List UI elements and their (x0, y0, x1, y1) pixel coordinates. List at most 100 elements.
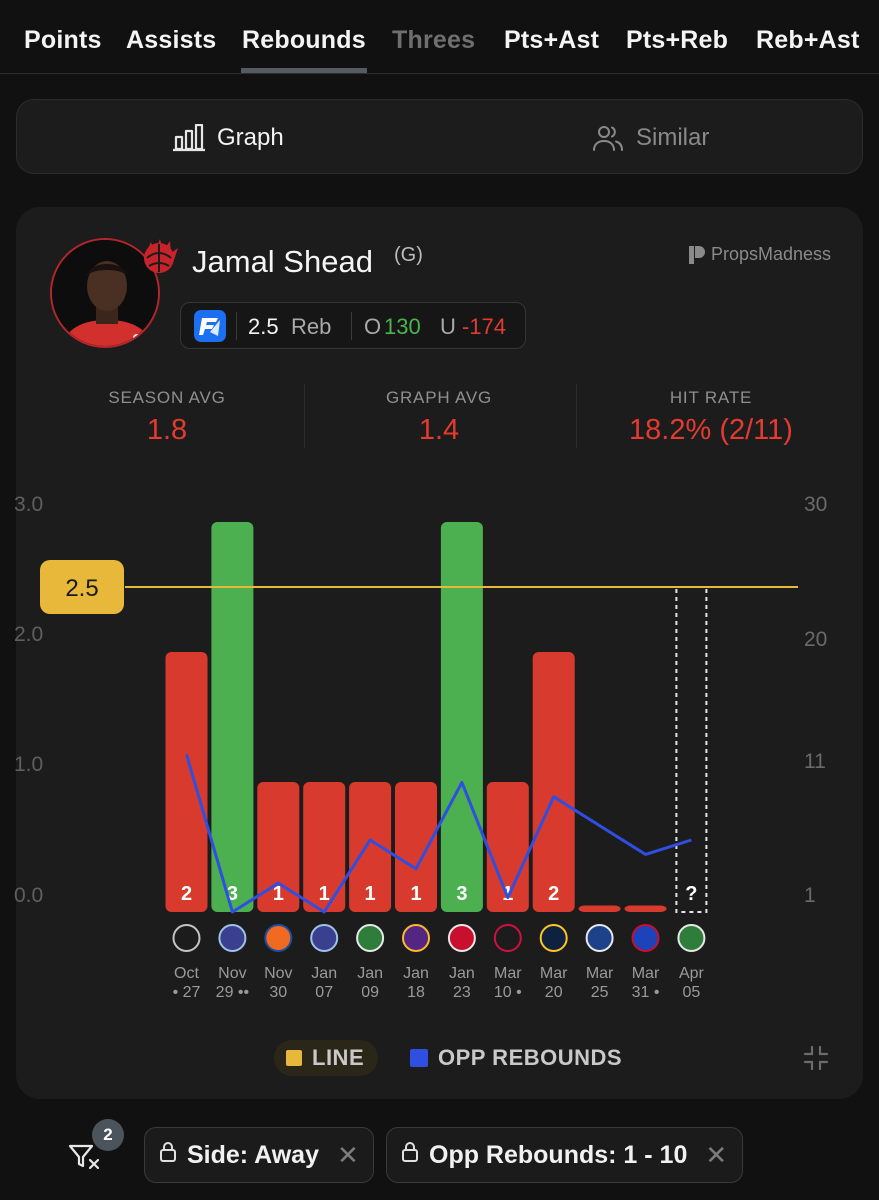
line-swatch (286, 1050, 302, 1066)
tab-assists[interactable]: Assists (126, 26, 217, 54)
game-day: 07 (315, 984, 333, 1001)
game-month: Apr (679, 965, 705, 982)
bar-7 (440, 522, 483, 912)
opp-swatch (410, 1049, 428, 1067)
nuggets-logo (539, 924, 568, 952)
view-toggle: Graph Similar (16, 99, 863, 174)
line-value-badge (40, 560, 124, 614)
similar-toggle-label: Similar (636, 123, 710, 151)
game-day: 29 •• (216, 984, 249, 1001)
filter-chip-label: Side: Away (187, 1140, 319, 1169)
lock-icon (401, 1141, 419, 1170)
game-day: 18 (407, 984, 425, 1001)
y-axis-tick: 0.0 (14, 884, 43, 907)
game-month: Mar (586, 965, 614, 982)
bar-value-label: 3 (456, 883, 467, 905)
game-month: Nov (264, 965, 292, 982)
bar-6 (395, 782, 437, 912)
graph-toggle-button[interactable]: Graph (173, 100, 284, 175)
player-position: (G) (394, 244, 423, 266)
y-axis-tick: 3.0 (14, 493, 43, 516)
blazers-logo (447, 924, 476, 952)
game-day: 30 (269, 984, 287, 1001)
game-month: Mar (540, 965, 568, 982)
propsmadness-icon (689, 245, 705, 264)
celtics-logo (356, 924, 385, 952)
opp-rebounds-line (185, 754, 692, 914)
tab-reb-ast[interactable]: Reb+Ast (756, 26, 860, 54)
pistons-logo (631, 924, 660, 952)
tab-points[interactable]: Points (24, 26, 102, 54)
lakers-logo (402, 924, 430, 952)
player-name: Jamal Shead (192, 244, 373, 279)
tab-pts-reb[interactable]: Pts+Reb (626, 26, 729, 54)
filter-chip-label: Opp Rebounds: 1 - 10 (429, 1140, 688, 1169)
game-month: Jan (403, 965, 429, 982)
bar-9 (532, 652, 575, 912)
graph-avg-label: GRAPH AVG (385, 388, 493, 407)
similar-toggle-button[interactable]: Similar (592, 100, 709, 175)
hit-rate-label: HIT RATE (669, 388, 753, 407)
upcoming-game-bar (675, 586, 708, 913)
game-month: Mar (632, 965, 660, 982)
hit-rate-value: 18.2% (2/11) (629, 414, 793, 446)
opp-axis-tick: 11 (804, 750, 826, 773)
celtics-logo (677, 924, 706, 952)
avatar (50, 238, 160, 348)
line-odds-pill[interactable]: 2.5 Reb O 130 U -174 (180, 302, 526, 349)
line-value-text: 2.5 (65, 575, 98, 602)
tab-threes[interactable]: Threes (392, 26, 476, 54)
clippers-logo (585, 924, 614, 952)
bar-5 (349, 782, 392, 912)
game-day: 23 (453, 984, 471, 1001)
game-day: 05 (683, 984, 701, 1001)
over-odds: 130 (384, 314, 421, 339)
filter-chip-opp-rebounds[interactable]: Opp Rebounds: 1 - 10 ✕ (386, 1127, 743, 1183)
under-odds: -174 (462, 314, 507, 339)
opp-axis-tick: 30 (804, 493, 827, 516)
y-axis-tick: 1.0 (14, 753, 43, 776)
spurs-logo (172, 924, 201, 952)
bar-11 (624, 905, 667, 912)
game-month: Nov (218, 965, 246, 982)
player-card (16, 207, 863, 1099)
under-label: U (440, 314, 456, 339)
tab-pts-ast[interactable]: Pts+Ast (504, 26, 600, 54)
collapse-icon[interactable] (803, 1045, 829, 1071)
line-stat: Reb (291, 314, 332, 339)
knicks-logo (264, 924, 293, 952)
filter-count-badge: 2 (92, 1119, 124, 1151)
bar-value-label: ? (685, 883, 697, 905)
close-icon[interactable]: ✕ (337, 1139, 359, 1170)
bar-value-label: 3 (227, 883, 238, 905)
opp-axis-tick: 20 (804, 628, 827, 651)
stat-tabs: Points Assists Rebounds Threes Pts+Ast P… (0, 0, 879, 74)
game-day: 09 (361, 984, 379, 1001)
tab-rebounds[interactable]: Rebounds (242, 26, 366, 54)
stat-divider (576, 384, 577, 448)
bar-value-label: 1 (410, 883, 421, 905)
game-month: Jan (449, 965, 475, 982)
legend-opp-rebounds[interactable]: OPP REBOUNDS (410, 1040, 622, 1076)
filter-clear-icon[interactable] (66, 1138, 102, 1174)
fanduel-logo (194, 310, 226, 342)
legend-line[interactable]: LINE (274, 1040, 379, 1076)
active-tab-indicator (241, 68, 367, 73)
game-day: • 27 (173, 984, 201, 1001)
close-icon[interactable]: ✕ (705, 1139, 728, 1170)
hornets-logo (310, 924, 339, 952)
game-month: Jan (311, 965, 337, 982)
game-month: Jan (357, 965, 383, 982)
legend-opp-label: OPP REBOUNDS (438, 1045, 623, 1070)
bar-value-label: 2 (548, 883, 559, 905)
filter-chip-side[interactable]: Side: Away ✕ (144, 1127, 374, 1183)
bar-1 (165, 652, 208, 912)
legend-line-label: LINE (312, 1045, 365, 1070)
hornets-logo (218, 924, 247, 952)
graph-avg-value: 1.4 (418, 414, 460, 446)
game-day: 10 • (494, 984, 522, 1001)
bar-value-label: 1 (319, 883, 330, 905)
over-label: O (364, 314, 382, 339)
stat-divider (304, 384, 305, 448)
